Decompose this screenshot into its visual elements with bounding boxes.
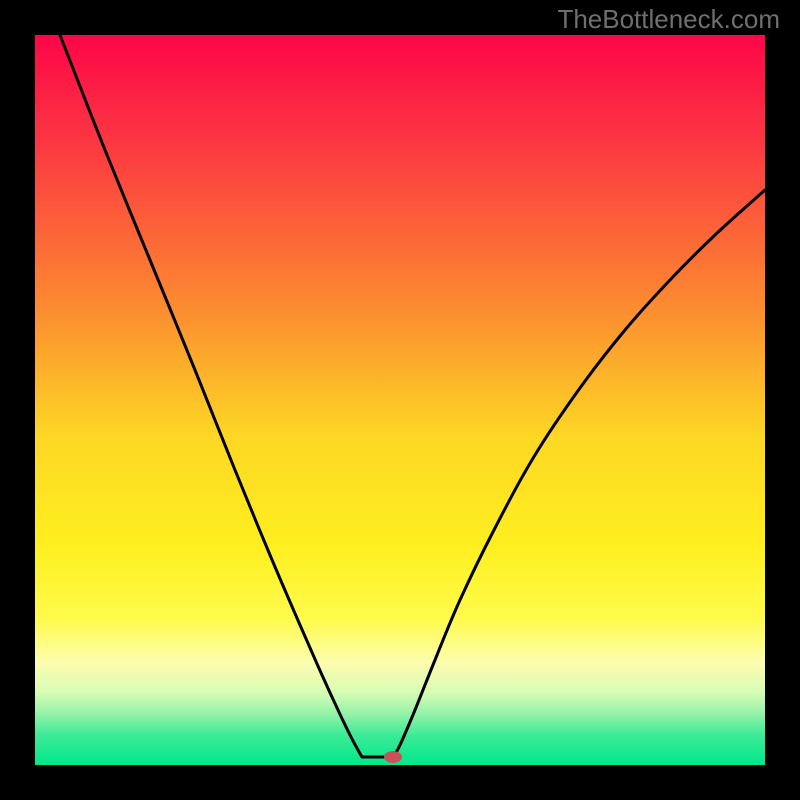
watermark-text: TheBottleneck.com	[557, 4, 780, 34]
plot-background	[35, 35, 765, 765]
optimal-marker	[384, 751, 402, 763]
chart-container: TheBottleneck.com	[0, 0, 800, 800]
bottleneck-chart: TheBottleneck.com	[0, 0, 800, 800]
